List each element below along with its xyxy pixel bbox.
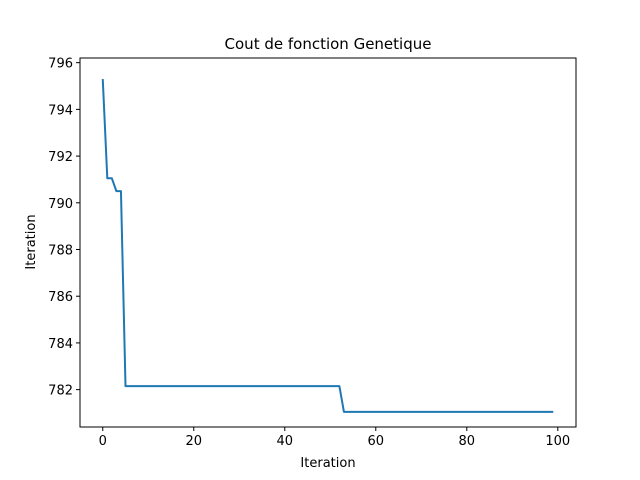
- y-tick-label: 784: [48, 337, 73, 352]
- x-tick-label: 40: [276, 434, 293, 449]
- axes-frame: [79, 57, 577, 428]
- x-tick-label: 100: [545, 434, 570, 449]
- y-tick-label: 796: [48, 57, 73, 72]
- x-tick-label: 20: [185, 434, 202, 449]
- y-tick-label: 788: [48, 244, 73, 259]
- series-line: [101, 78, 554, 413]
- plot-area: [101, 78, 554, 413]
- x-axis-label: Iteration: [300, 456, 355, 471]
- y-tick-label: 792: [48, 150, 73, 165]
- y-tick-label: 786: [48, 290, 73, 305]
- x-tick-label: 80: [459, 434, 476, 449]
- y-tick-label: 782: [48, 384, 73, 399]
- x-tick-label: 0: [99, 434, 107, 449]
- y-axis-ticks: 782 784 786 788 790 792 794 796: [48, 57, 80, 399]
- y-tick-label: 790: [48, 197, 73, 212]
- x-tick-label: 60: [368, 434, 385, 449]
- y-tick-label: 794: [48, 103, 73, 118]
- chart-title: Cout de fonction Genetique: [225, 35, 432, 53]
- y-axis-label: Iteration: [24, 214, 39, 269]
- x-axis-ticks: 0 20 40 60 80 100: [99, 427, 570, 449]
